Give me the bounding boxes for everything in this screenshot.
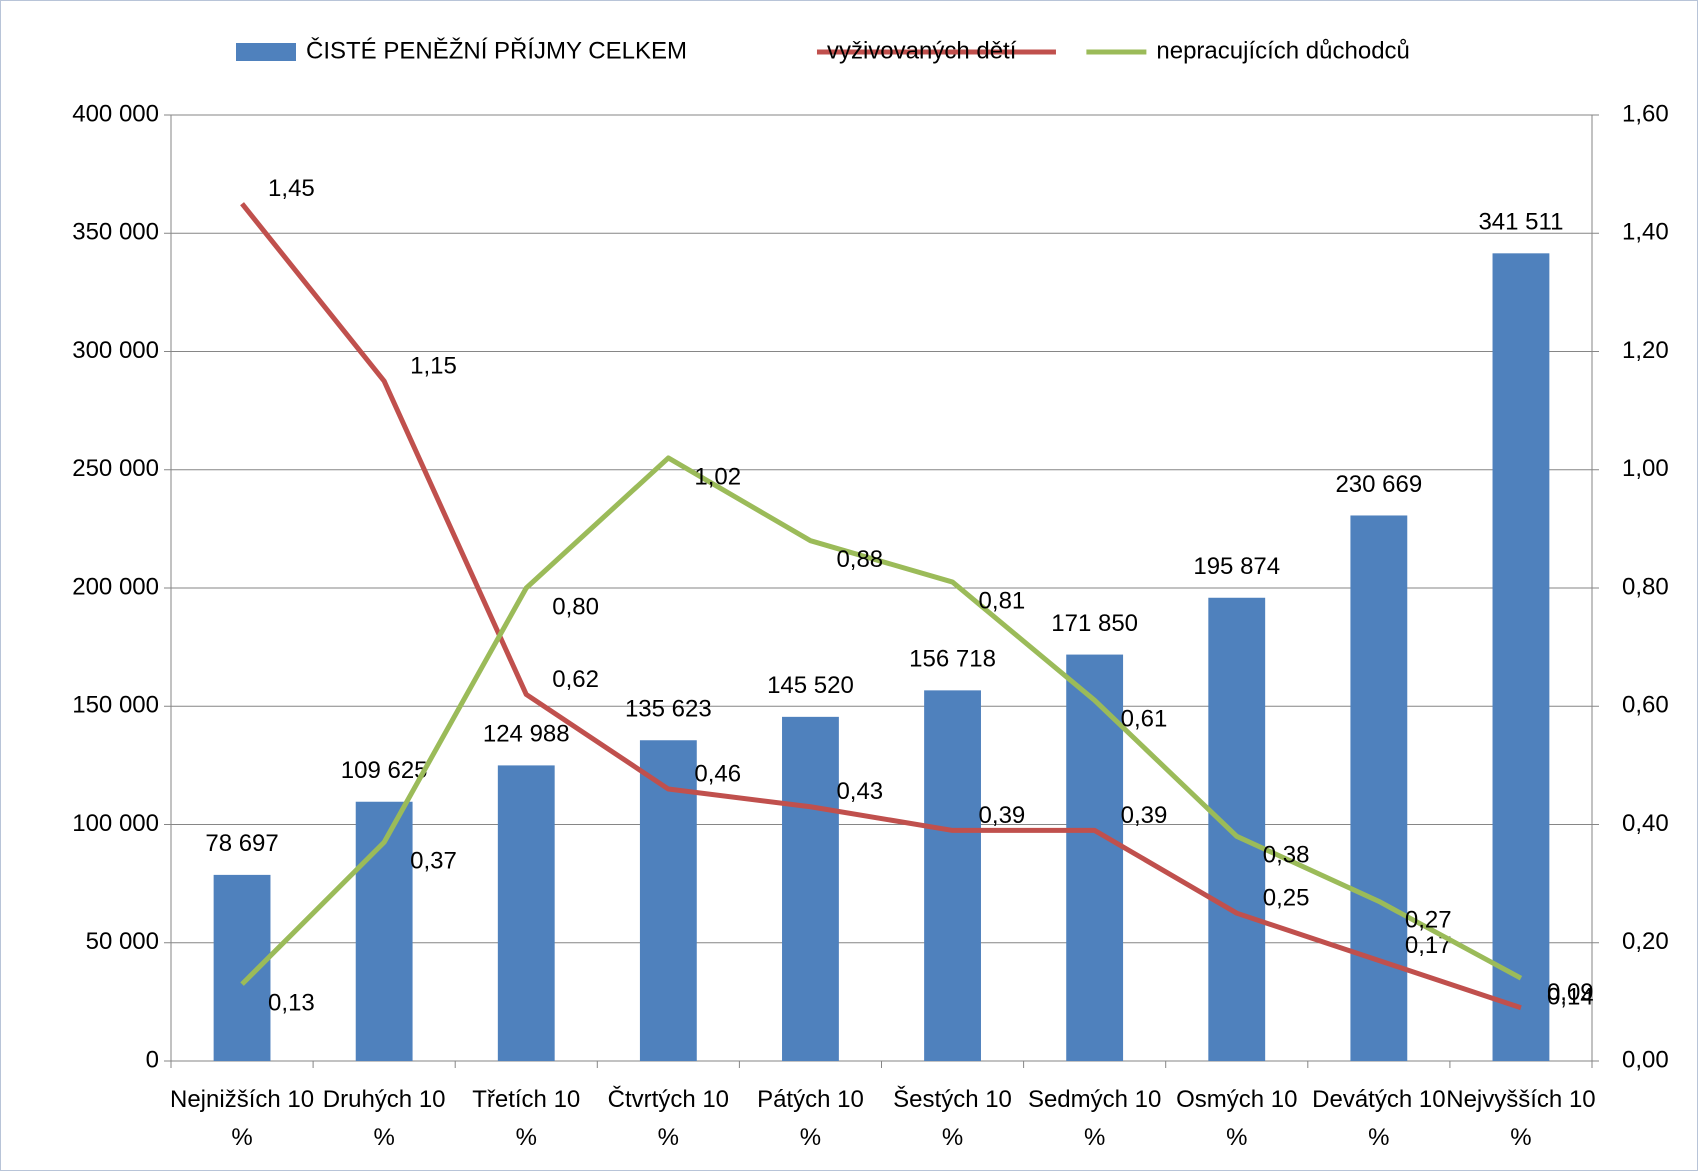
bar-label: 145 520 xyxy=(767,672,854,699)
x-tick-label: Šestých 10% xyxy=(893,1085,1012,1151)
y2-tick-label: 1,00 xyxy=(1622,455,1669,482)
legend-label: vyživovaných dětí xyxy=(827,37,1017,64)
y-tick-label: 300 000 xyxy=(72,337,159,364)
x-tick-label: Sedmých 10% xyxy=(1028,1086,1161,1151)
line-label: 0,46 xyxy=(694,760,741,787)
x-tick-label: Osmých 10% xyxy=(1176,1086,1297,1151)
line-label: 0,25 xyxy=(1263,885,1310,912)
bar-label: 171 850 xyxy=(1051,610,1138,637)
bar xyxy=(1066,654,1124,1061)
y2-tick-label: 0,00 xyxy=(1622,1046,1669,1073)
line-label: 0,37 xyxy=(410,848,457,875)
y2-tick-label: 0,40 xyxy=(1622,810,1669,837)
bar xyxy=(782,716,839,1061)
bar-label: 124 988 xyxy=(483,721,570,748)
line-label: 0,61 xyxy=(1121,706,1168,733)
bar xyxy=(924,690,981,1061)
x-tick-label: Druhých 10% xyxy=(323,1086,446,1151)
x-tick-label: Čtvrtých 10% xyxy=(608,1085,729,1151)
line-label: 1,02 xyxy=(694,463,741,490)
y-tick-label: 350 000 xyxy=(72,219,159,246)
y-tick-label: 400 000 xyxy=(72,100,159,127)
line-label: 0,88 xyxy=(836,546,883,573)
x-tick-label: Pátých 10% xyxy=(757,1086,864,1151)
bar-label: 341 511 xyxy=(1478,209,1563,236)
y-tick-label: 250 000 xyxy=(72,455,159,482)
line-label: 0,14 xyxy=(1547,984,1594,1011)
legend-swatch xyxy=(236,43,296,61)
bar xyxy=(1208,597,1266,1061)
bar-label: 135 623 xyxy=(625,696,712,723)
line-label: 1,15 xyxy=(410,352,457,379)
y-tick-label: 0 xyxy=(146,1046,159,1073)
legend-label: nepracujících důchodců xyxy=(1156,37,1410,64)
y2-tick-label: 0,80 xyxy=(1622,573,1669,600)
bar-label: 109 625 xyxy=(341,757,428,784)
y2-tick-label: 0,60 xyxy=(1622,692,1669,719)
y2-tick-label: 1,60 xyxy=(1622,100,1669,127)
y-tick-label: 50 000 xyxy=(86,928,159,955)
line-label: 0,80 xyxy=(552,593,599,620)
line-label: 0,81 xyxy=(979,587,1026,614)
line-label: 0,38 xyxy=(1263,842,1310,869)
bar-label: 195 874 xyxy=(1193,553,1280,580)
x-tick-label: Nejvyšších 10% xyxy=(1446,1086,1595,1151)
bar xyxy=(497,765,555,1061)
line-label: 0,13 xyxy=(268,989,315,1016)
y-tick-label: 150 000 xyxy=(72,692,159,719)
line-label: 1,45 xyxy=(268,175,315,202)
bar xyxy=(1492,253,1550,1062)
line xyxy=(240,455,1523,986)
y2-tick-label: 1,20 xyxy=(1622,337,1669,364)
y-tick-label: 100 000 xyxy=(72,810,159,837)
x-tick-label: Třetích 10% xyxy=(472,1086,580,1151)
x-tick-label: Devátých 10% xyxy=(1312,1086,1445,1151)
line xyxy=(240,202,1522,1011)
y-tick-label: 200 000 xyxy=(72,573,159,600)
bar xyxy=(213,874,271,1061)
x-tick-label: Nejnižších 10% xyxy=(170,1086,314,1151)
legend-label: ČISTÉ PENĚŽNÍ PŘÍJMY CELKEM xyxy=(306,36,687,64)
line-label: 0,43 xyxy=(836,778,883,805)
y2-tick-label: 0,20 xyxy=(1622,928,1669,955)
bar-label: 230 669 xyxy=(1335,471,1422,498)
line-label: 0,62 xyxy=(552,666,599,693)
bar-label: 156 718 xyxy=(909,646,996,673)
line-label: 0,09 xyxy=(1547,979,1594,1006)
line-label: 0,39 xyxy=(979,802,1026,829)
line-label: 0,27 xyxy=(1405,907,1452,934)
line-label: 0,39 xyxy=(1121,802,1168,829)
bar xyxy=(1350,515,1408,1061)
bar-label: 78 697 xyxy=(205,830,278,857)
y2-tick-label: 1,40 xyxy=(1622,219,1669,246)
